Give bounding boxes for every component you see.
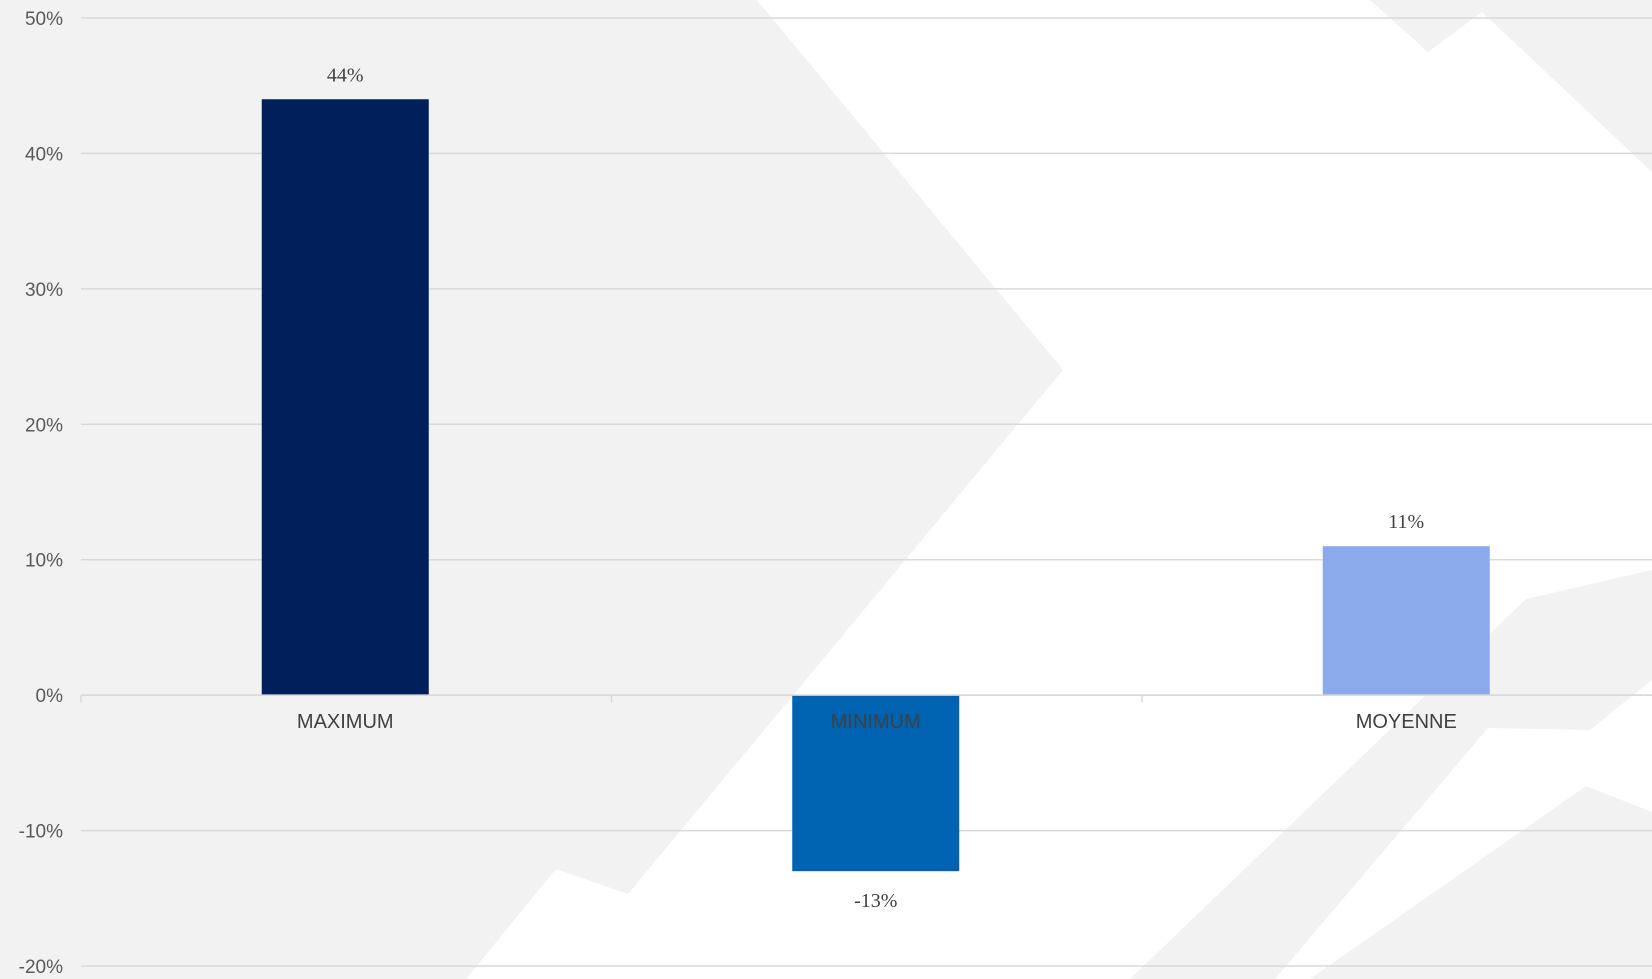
y-tick-label: -20% (19, 957, 63, 978)
backdrop-stripe-lower-right (1310, 786, 1652, 979)
backdrop-stripe-bottom-right (1130, 570, 1652, 979)
data-labels: 44% -13% 11% (327, 64, 1424, 912)
y-tick-label: 10% (25, 551, 63, 572)
bar-moyenne (1322, 546, 1490, 696)
backdrop-chevron-top-right (1370, 0, 1652, 172)
category-label: MINIMUM (831, 711, 921, 733)
x-axis (80, 694, 1652, 703)
category-label: MAXIMUM (297, 711, 394, 733)
data-label: -13% (854, 890, 897, 912)
y-axis-tick-labels: 50% 40% 30% 20% 10% 0% -10% -20% (19, 9, 63, 978)
y-tick-label: -10% (19, 822, 63, 843)
category-labels: MAXIMUM MINIMUM MOYENNE (297, 711, 1457, 733)
bar-minimum (792, 695, 960, 872)
y-tick-label: 30% (25, 280, 63, 301)
data-label: 11% (1388, 511, 1424, 533)
category-label: MOYENNE (1356, 711, 1457, 733)
y-tick-label: 40% (25, 144, 63, 165)
y-tick-label: 50% (25, 9, 63, 30)
data-label: 44% (327, 64, 364, 86)
bars (261, 99, 1490, 872)
bar-maximum (261, 99, 429, 696)
y-tick-label: 0% (36, 686, 64, 707)
y-tick-label: 20% (25, 415, 63, 436)
